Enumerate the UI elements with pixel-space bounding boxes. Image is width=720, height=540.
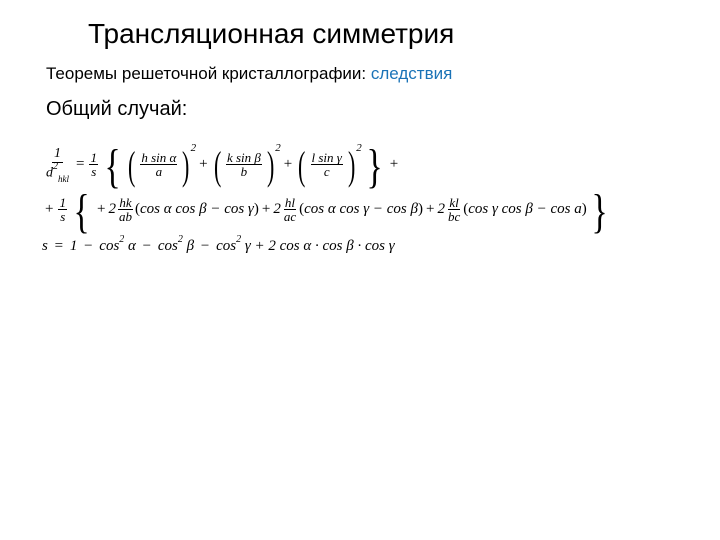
equals-1: = xyxy=(76,157,84,172)
alpha-1: α xyxy=(128,238,136,254)
theorem-text-black: Теоремы решеточной кристаллографии: xyxy=(46,64,366,83)
paren-close-4: ) xyxy=(254,202,259,217)
page-title: Трансляционная симметрия xyxy=(88,18,698,50)
plus-1: + xyxy=(199,157,207,172)
t1-sq: 2 xyxy=(191,143,197,154)
oos-num-2: 1 xyxy=(58,196,67,210)
t2-num: k sin β xyxy=(226,151,262,165)
leading-plus-2: + xyxy=(45,202,53,217)
expr-5: cos α cos γ − cos β xyxy=(304,202,418,217)
expr-4: cos α cos β − cos γ xyxy=(140,202,254,217)
frac-hk: hkab xyxy=(118,196,133,223)
t2-den: b xyxy=(240,165,249,178)
expr-6: cos γ cos β − cos a xyxy=(468,202,582,217)
beta-1: β xyxy=(187,238,194,254)
equation-row-2: + 1 s { + 2 hkab (cos α cos β − cos γ) +… xyxy=(42,196,698,223)
t3-den: c xyxy=(323,165,331,178)
hk-num: hk xyxy=(118,196,132,210)
t2-sq: 2 xyxy=(275,143,281,154)
lhs-den: d2hkl xyxy=(44,163,71,182)
equation-row-3: s = 1 − cos2 α − cos2 β − cos2 γ + 2 cos… xyxy=(42,237,698,254)
frac-kl: klbc xyxy=(447,196,461,223)
plus-inside-2a: + xyxy=(97,202,105,217)
plus-2c: + xyxy=(426,202,434,217)
general-case-label: Общий случай: xyxy=(46,98,698,121)
one-over-s-2: 1 s xyxy=(58,196,67,223)
paren-close-6: ) xyxy=(582,202,587,217)
coef-2a: 2 xyxy=(108,202,116,217)
t1-den: a xyxy=(155,165,164,178)
oos-den-2: s xyxy=(59,210,66,223)
equation-row-1: 1 d2hkl = 1 s { ( h sin αa ) 2 + ( k sin… xyxy=(42,147,698,182)
slide: Трансляционная симметрия Теоремы решеточ… xyxy=(0,0,720,540)
term-3: ( l sin γc ) 2 xyxy=(295,151,362,178)
term-2: ( k sin βb ) 2 xyxy=(211,151,281,178)
coef-2c: 2 xyxy=(437,202,445,217)
kl-den: bc xyxy=(447,210,461,223)
hl-num: hl xyxy=(284,196,296,210)
lhs-sup: 2 xyxy=(53,161,58,172)
paren-close-5: ) xyxy=(418,202,423,217)
lhs-fraction: 1 d2hkl xyxy=(44,147,71,182)
sq-c: 2 xyxy=(236,234,241,245)
theorem-line: Теоремы решеточной кристаллографии: след… xyxy=(46,64,698,84)
equation-block: 1 d2hkl = 1 s { ( h sin αa ) 2 + ( k sin… xyxy=(42,147,698,254)
kl-num: kl xyxy=(448,196,459,210)
one-over-s-1: 1 s xyxy=(89,151,98,178)
t1-num: h sin α xyxy=(140,151,177,165)
s-equals: s = 1 − cos2 α − cos2 β − cos2 γ + 2 cos… xyxy=(42,237,395,254)
term-1: ( h sin αa ) 2 xyxy=(125,151,196,178)
t3-num: l sin γ xyxy=(311,151,343,165)
trailing-plus-1: + xyxy=(390,157,398,172)
coef-2b: 2 xyxy=(273,202,281,217)
hl-den: ac xyxy=(283,210,297,223)
oos-den-1: s xyxy=(90,165,97,178)
lhs-d: d xyxy=(46,166,53,181)
final-term: + 2 cos α · cos β · cos γ xyxy=(251,238,395,254)
lhs-sub: hkl xyxy=(58,174,69,184)
t3-sq: 2 xyxy=(356,143,362,154)
hk-den: ab xyxy=(118,210,133,223)
plus-2b: + xyxy=(262,202,270,217)
theorem-text-blue: следствия xyxy=(366,64,452,83)
frac-hl: hlac xyxy=(283,196,297,223)
plus-2: + xyxy=(284,157,292,172)
sq-a: 2 xyxy=(119,234,124,245)
oos-num-1: 1 xyxy=(89,151,98,165)
sq-b: 2 xyxy=(178,234,183,245)
